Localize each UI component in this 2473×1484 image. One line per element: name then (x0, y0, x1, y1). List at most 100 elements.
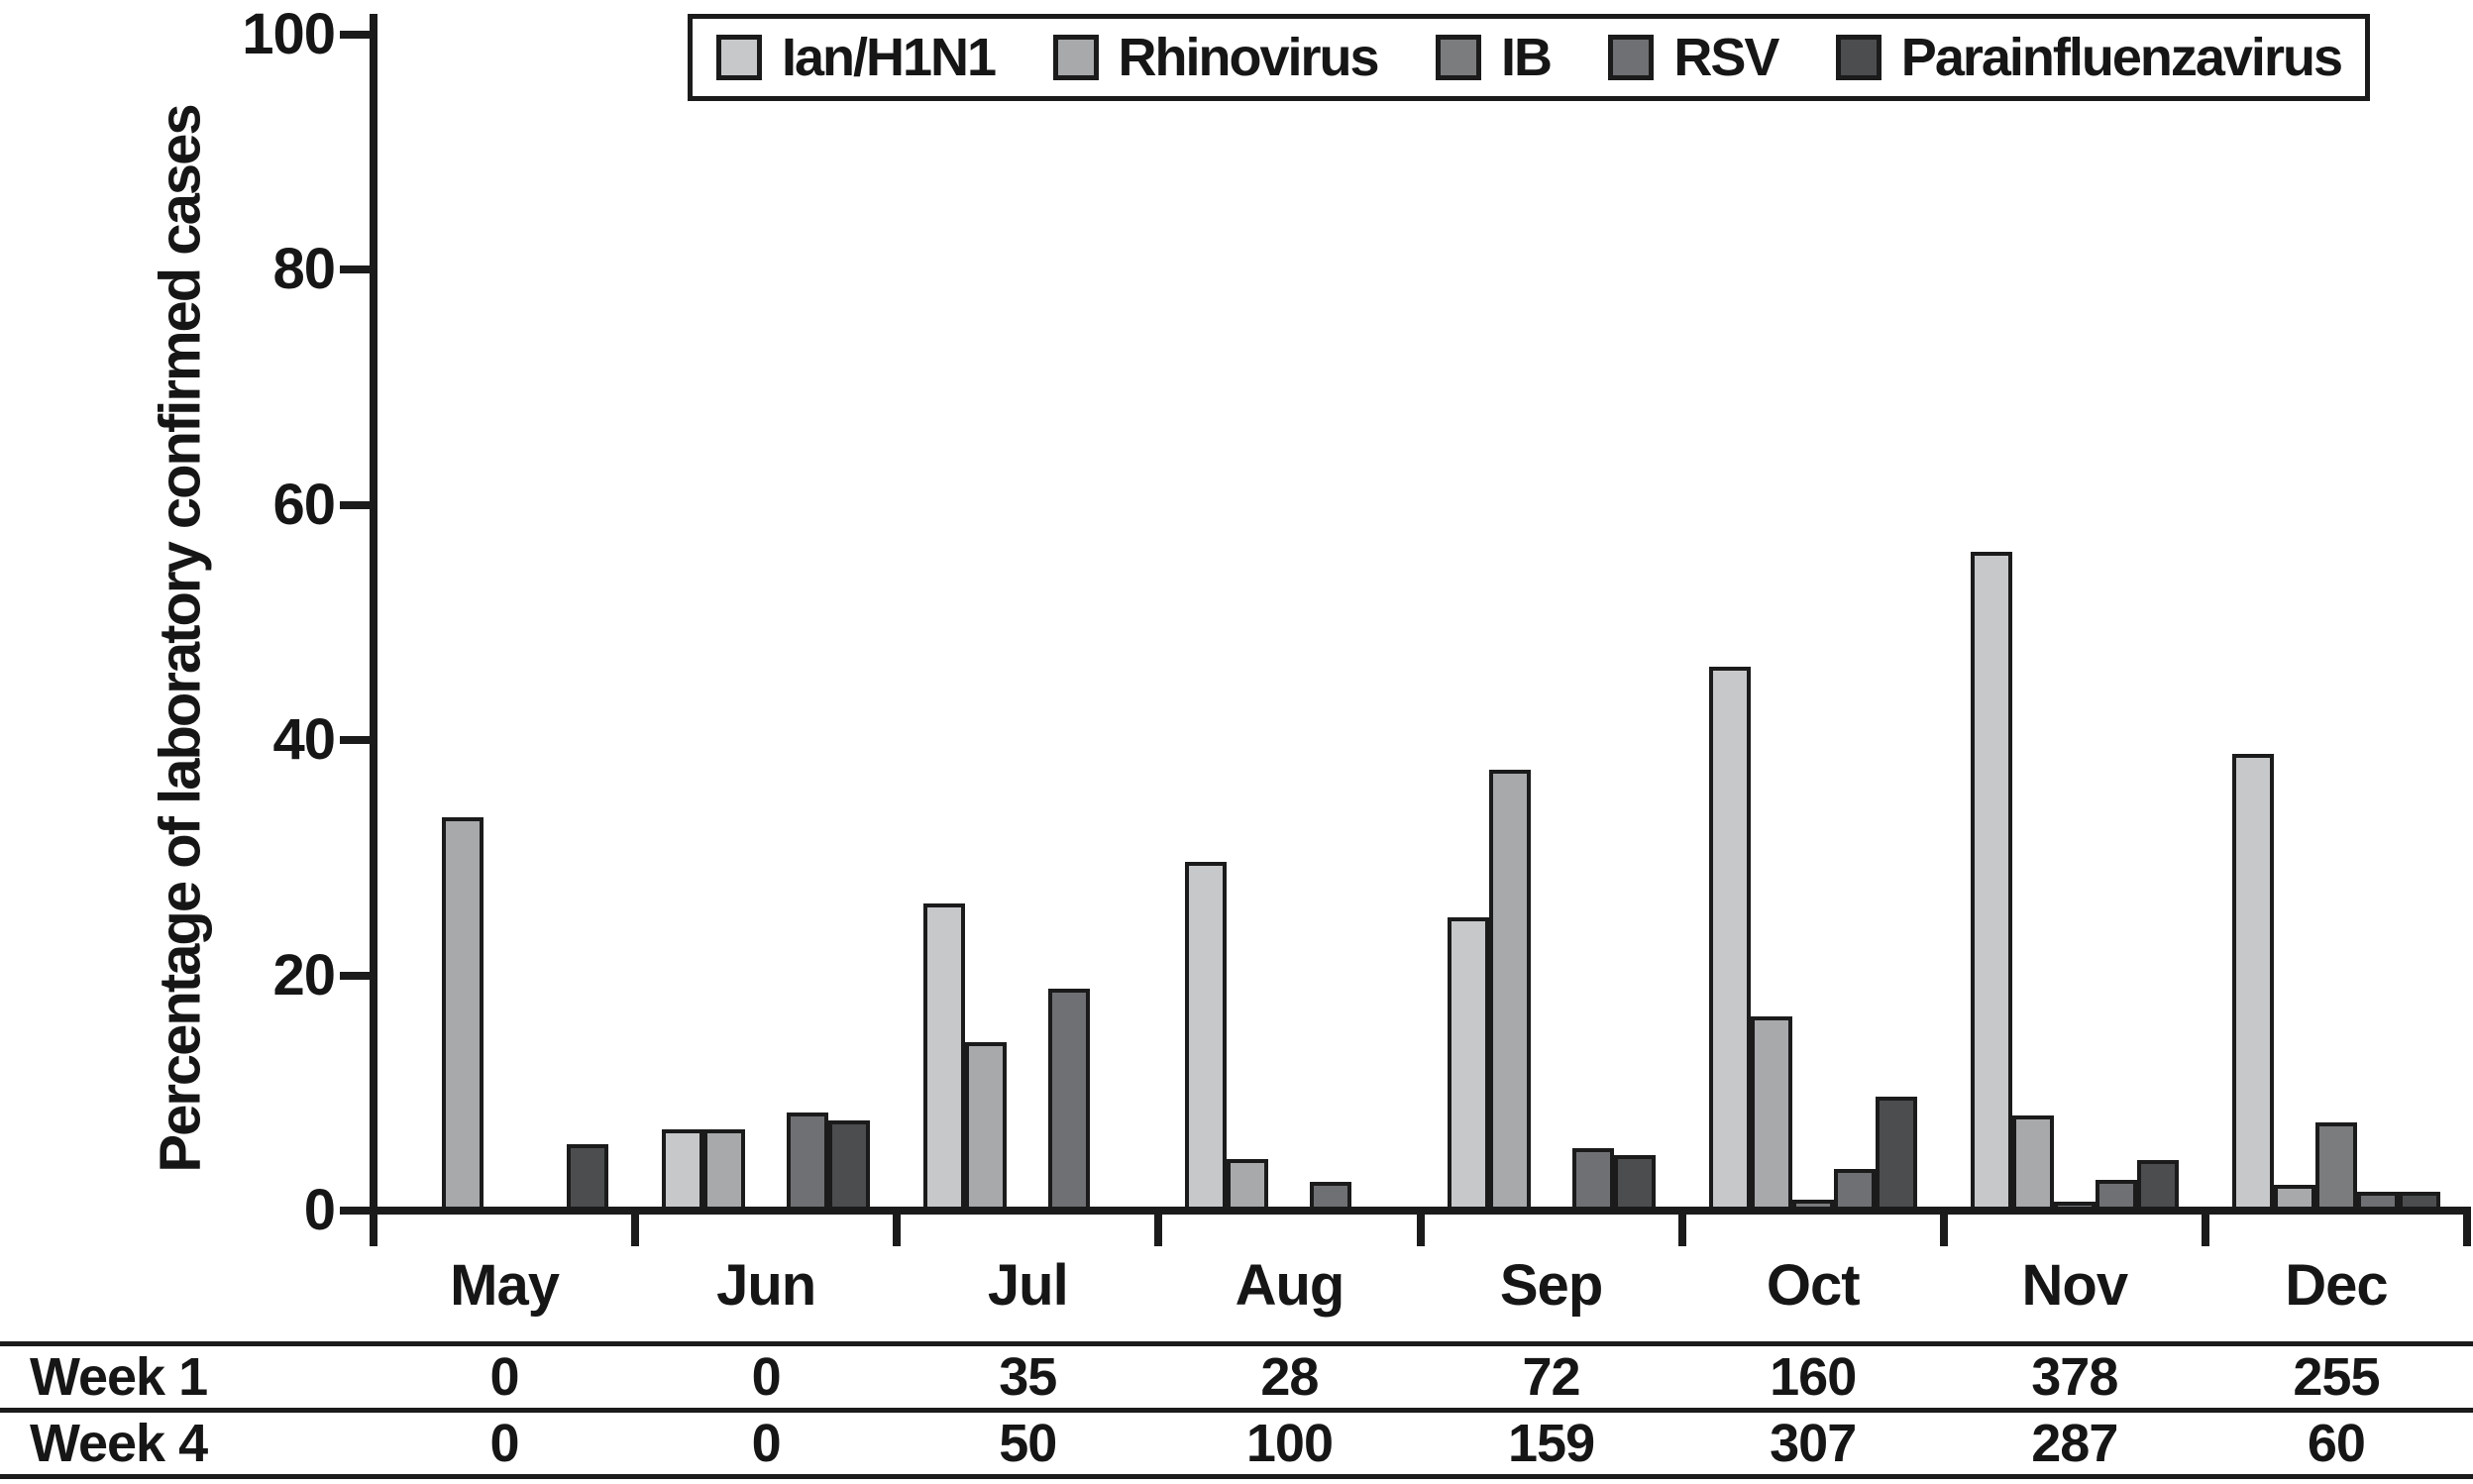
bar-rhinovirus-may (442, 817, 484, 1211)
y-tick-label: 80 (272, 237, 336, 301)
bar-ian-h1n1-aug (1185, 862, 1227, 1211)
y-tick-label: 20 (272, 942, 336, 1007)
month-label-jul: Jul (987, 1253, 1069, 1318)
bar-ian-h1n1-sep (1448, 917, 1489, 1211)
month-label-dec: Dec (2285, 1253, 2388, 1318)
table-cell-jul-week-1: 35 (999, 1347, 1057, 1407)
table-cell-dec-week-1: 255 (2293, 1347, 2380, 1407)
bar-ib-nov (2054, 1202, 2096, 1211)
month-label-aug: Aug (1235, 1253, 1345, 1318)
bar-rsv-jul (1048, 989, 1090, 1211)
bar-rsv-jun (787, 1113, 828, 1211)
bar-ian-h1n1-dec (2232, 754, 2274, 1211)
legend-item-ian-h1n1: Ian/H1N1 (716, 27, 997, 88)
legend-label: RSV (1673, 28, 1779, 87)
legend-swatch-parainfluenzavirus (1835, 35, 1882, 80)
bar-parainfluenzavirus-dec (2399, 1192, 2440, 1211)
bar-rsv-oct (1834, 1169, 1876, 1211)
table-row-label: Week 4 (30, 1414, 208, 1473)
bar-rhinovirus-jul (965, 1042, 1007, 1211)
x-tick (1416, 1215, 1425, 1246)
x-tick (1939, 1215, 1948, 1246)
legend-swatch-rhinovirus (1052, 35, 1099, 80)
x-axis-line (370, 1207, 2471, 1215)
x-tick (370, 1215, 377, 1246)
legend-swatch-ib (1435, 35, 1481, 80)
table-cell-sep-week-1: 72 (1522, 1347, 1581, 1407)
legend-swatch-ian-h1n1 (716, 35, 762, 80)
bar-ib-dec (2315, 1122, 2357, 1211)
bar-rhinovirus-aug (1227, 1159, 1268, 1211)
bar-parainfluenzavirus-nov (2137, 1160, 2179, 1211)
bar-ian-h1n1-nov (1971, 552, 2012, 1211)
y-tick-label: 40 (272, 707, 336, 772)
x-tick (2201, 1215, 2209, 1246)
bar-rhinovirus-sep (1489, 770, 1531, 1211)
legend-label: Parainfluenzavirus (1900, 28, 2343, 87)
month-label-nov: Nov (2021, 1253, 2129, 1318)
month-label-may: May (450, 1253, 560, 1318)
legend: Ian/H1N1 Rhinovirus IB RSV Parainfluenzaviru… (688, 14, 2370, 101)
table-cell-jun-week-1: 0 (751, 1347, 782, 1407)
table-cell-dec-week-4: 60 (2307, 1414, 2366, 1473)
y-tick-label: 100 (242, 1, 336, 66)
bar-ian-h1n1-jul (923, 903, 965, 1211)
bar-ian-h1n1-jun (662, 1129, 703, 1211)
legend-item-rhinovirus: Rhinovirus (1052, 27, 1380, 88)
table-cell-may-week-1: 0 (489, 1347, 520, 1407)
bar-parainfluenzavirus-sep (1614, 1155, 1656, 1211)
bar-ian-h1n1-oct (1709, 667, 1751, 1211)
y-tick-label: 60 (272, 472, 336, 537)
bar-parainfluenzavirus-may (567, 1144, 608, 1211)
y-tick (340, 736, 370, 744)
y-tick (340, 30, 370, 39)
table-cell-aug-week-4: 100 (1245, 1414, 1334, 1473)
bar-parainfluenzavirus-oct (1876, 1097, 1917, 1211)
table-bottom-border (0, 1474, 2473, 1479)
table-cell-may-week-4: 0 (489, 1414, 520, 1473)
bar-rhinovirus-dec (2274, 1185, 2315, 1211)
table-cell-jul-week-4: 50 (999, 1414, 1057, 1473)
x-tick (893, 1215, 902, 1246)
legend-label: IB (1500, 28, 1553, 87)
table-cell-jun-week-4: 0 (751, 1414, 782, 1473)
table-cell-sep-week-4: 159 (1508, 1414, 1595, 1473)
x-tick (1154, 1215, 1163, 1246)
y-tick (340, 500, 370, 509)
y-tick (340, 971, 370, 980)
legend-swatch-rsv (1608, 35, 1655, 80)
table-cell-oct-week-4: 307 (1770, 1414, 1857, 1473)
bar-rhinovirus-jun (703, 1129, 745, 1211)
legend-item-rsv: RSV (1608, 27, 1779, 88)
table-cell-aug-week-1: 28 (1260, 1347, 1319, 1407)
month-label-sep: Sep (1499, 1253, 1603, 1318)
bar-rsv-sep (1572, 1148, 1614, 1211)
legend-label: Rhinovirus (1118, 28, 1380, 87)
table-top-border (0, 1341, 2473, 1346)
bar-rhinovirus-oct (1751, 1016, 1792, 1211)
x-tick (631, 1215, 640, 1246)
bar-rsv-nov (2096, 1180, 2137, 1211)
month-label-jun: Jun (716, 1253, 816, 1318)
x-tick (1677, 1215, 1686, 1246)
table-cell-nov-week-1: 378 (2031, 1347, 2118, 1407)
y-tick-label: 0 (303, 1178, 336, 1242)
bar-parainfluenzavirus-jun (828, 1120, 870, 1211)
bar-rhinovirus-nov (2012, 1115, 2054, 1211)
y-axis-line (370, 14, 377, 1215)
legend-item-ib: IB (1435, 27, 1553, 88)
bar-rsv-dec (2357, 1192, 2399, 1211)
bar-ib-oct (1792, 1200, 1834, 1211)
x-tick (2463, 1215, 2471, 1246)
bar-rsv-aug (1310, 1182, 1351, 1211)
y-tick (340, 1207, 370, 1215)
legend-label: Ian/H1N1 (782, 28, 997, 87)
table-cell-nov-week-4: 287 (2031, 1414, 2118, 1473)
month-label-oct: Oct (1766, 1253, 1861, 1318)
table-row-label: Week 1 (30, 1347, 208, 1407)
y-tick (340, 265, 370, 273)
table-cell-oct-week-1: 160 (1770, 1347, 1857, 1407)
legend-item-parainfluenzavirus: Parainfluenzavirus (1835, 27, 2343, 88)
table-row-divider (0, 1408, 2473, 1413)
